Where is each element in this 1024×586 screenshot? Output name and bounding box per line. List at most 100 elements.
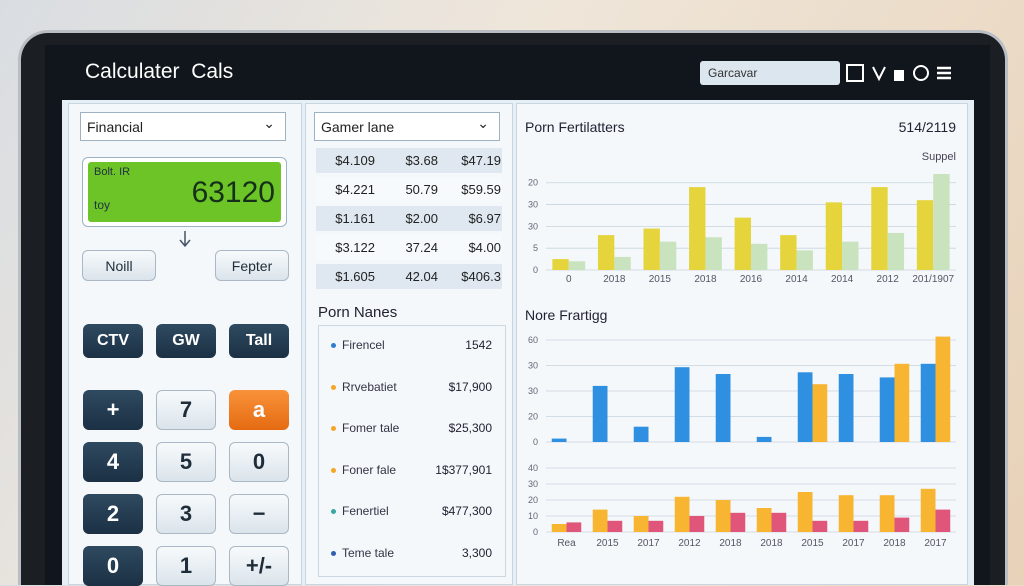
table-cell: $3.68 — [405, 153, 438, 168]
key[interactable]: 0 — [229, 442, 289, 482]
bar — [756, 436, 772, 442]
key[interactable]: a — [229, 390, 289, 430]
table-cell: $6.97 — [468, 211, 501, 226]
x-tick-label: Rea — [557, 538, 576, 549]
bar — [838, 495, 854, 532]
x-tick-label: 2014 — [785, 274, 808, 285]
x-tick-label: 2017 — [637, 538, 660, 549]
function-key[interactable]: CTV — [83, 324, 143, 358]
table-cell: $3.122 — [335, 240, 375, 255]
bar — [797, 492, 813, 532]
y-tick-label: 0 — [533, 527, 538, 537]
list-dot — [331, 426, 336, 431]
list-name: Foner fale — [342, 462, 397, 477]
bar — [592, 509, 608, 532]
toolbar-icons — [846, 64, 951, 82]
table-row — [316, 206, 502, 231]
key[interactable]: 2 — [83, 494, 143, 534]
mode-select[interactable]: Financial — [80, 112, 286, 141]
table-cell: $4.00 — [468, 240, 501, 255]
y-tick-label: 30 — [528, 386, 538, 396]
bar — [887, 232, 905, 270]
table-row — [316, 264, 502, 289]
x-tick-label: 2018 — [883, 538, 906, 549]
display — [88, 162, 281, 222]
y-tick-label: 30 — [528, 479, 538, 489]
key[interactable]: 0 — [83, 546, 143, 586]
key[interactable]: 4 — [83, 442, 143, 482]
bar — [715, 374, 731, 442]
table-cell: $1.161 — [335, 211, 375, 226]
chart-title: Nore Frartigg — [525, 307, 607, 323]
x-tick-label: 2018 — [694, 274, 717, 285]
bar — [935, 336, 951, 442]
list-name: Rrvebatiet — [342, 379, 397, 394]
key[interactable]: 7 — [156, 390, 216, 430]
list-dot — [331, 509, 336, 514]
bar — [771, 512, 787, 532]
bar — [715, 500, 731, 532]
x-tick-label: 2012 — [678, 538, 701, 549]
key[interactable]: − — [229, 494, 289, 534]
key[interactable]: +/- — [229, 546, 289, 586]
list-value: 1542 — [465, 338, 492, 352]
table-cell: $59.59 — [461, 182, 501, 197]
table-cell: $2.00 — [405, 211, 438, 226]
button[interactable]: Noill — [82, 250, 156, 281]
chart-title: Porn Fertilatters — [525, 119, 625, 135]
x-tick-label: 2018 — [760, 538, 783, 549]
chart-subtitle: 514/2119 — [899, 119, 957, 135]
bar — [648, 520, 664, 532]
icon[interactable] — [846, 64, 864, 82]
list-box — [318, 325, 506, 577]
bar — [780, 235, 797, 270]
bar — [551, 524, 567, 532]
table-cell: $47.19 — [461, 153, 501, 168]
table-cell: $4.221 — [335, 182, 375, 197]
bar — [894, 363, 910, 442]
icon[interactable] — [872, 66, 886, 82]
bar — [689, 187, 706, 270]
key[interactable]: 3 — [156, 494, 216, 534]
list-value: 3,300 — [461, 545, 492, 560]
bar — [935, 509, 951, 532]
table-select[interactable]: Gamer lane — [314, 112, 500, 141]
icon[interactable] — [894, 70, 904, 81]
bar — [730, 512, 746, 532]
bar — [871, 187, 888, 270]
display-label: Bolt. IR — [94, 166, 131, 178]
bar — [592, 385, 608, 442]
key[interactable]: + — [83, 390, 143, 430]
bar — [796, 250, 813, 270]
y-tick-label: 40 — [528, 463, 538, 473]
function-key[interactable]: GW — [156, 324, 216, 358]
function-key[interactable]: Tall — [229, 324, 289, 358]
x-tick-label: 2017 — [924, 538, 947, 549]
search-box[interactable]: Garcavar — [700, 61, 840, 85]
y-tick-label: 20 — [528, 412, 538, 422]
button[interactable]: Fepter — [215, 250, 289, 281]
list-dot — [331, 384, 336, 390]
icon[interactable] — [937, 66, 951, 80]
bar — [659, 241, 677, 270]
x-tick-label: 2014 — [831, 274, 854, 285]
bar — [551, 438, 567, 442]
y-tick-label: 20 — [528, 495, 538, 505]
bar — [920, 488, 936, 532]
icon[interactable] — [913, 65, 929, 81]
x-tick-label: 2015 — [649, 274, 672, 285]
list-dot — [331, 550, 336, 556]
arrow-icon — [179, 231, 191, 248]
key[interactable]: 5 — [156, 442, 216, 482]
x-tick-label: 0 — [566, 274, 572, 285]
x-tick-label: 2018 — [603, 274, 626, 285]
y-tick-label: 0 — [533, 437, 538, 447]
list-dot — [331, 343, 336, 348]
key[interactable]: 1 — [156, 546, 216, 586]
chart: Nore Frartigg 0 20 30 30 60 — [525, 307, 956, 447]
x-tick-label: 2018 — [719, 538, 742, 549]
bar — [568, 261, 586, 270]
bar — [825, 202, 843, 270]
bar — [853, 520, 869, 532]
